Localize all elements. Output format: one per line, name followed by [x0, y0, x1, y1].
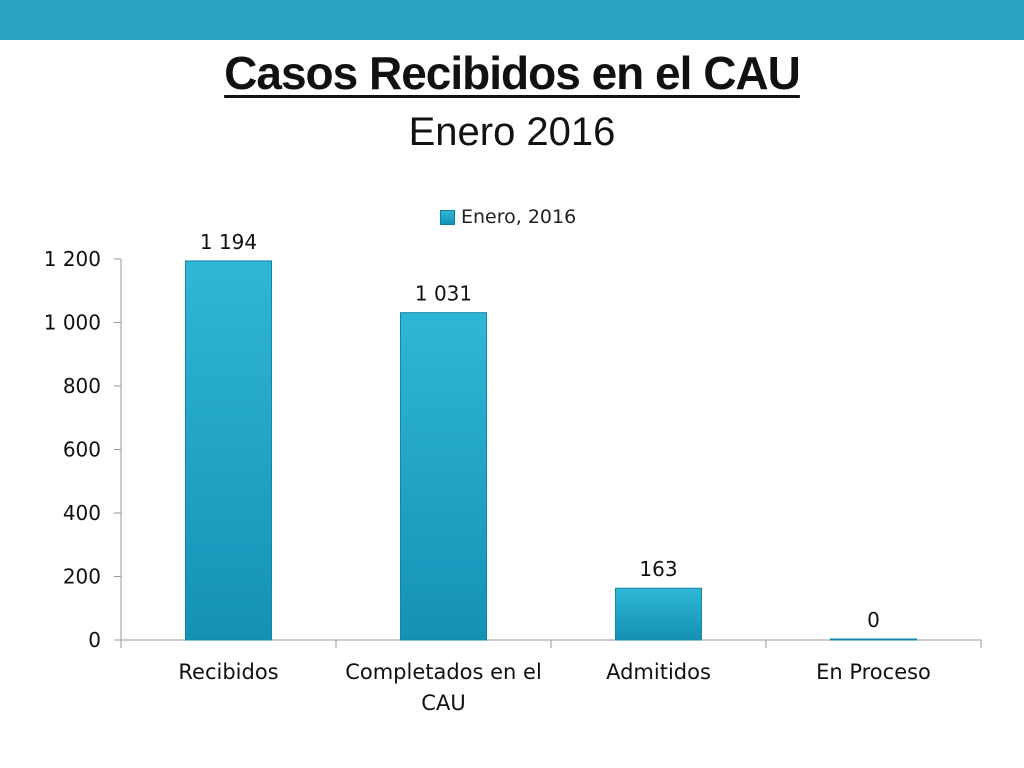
- y-tick-label: 600: [63, 438, 101, 462]
- y-tick-label: 1 200: [44, 247, 101, 271]
- category-label: En Proceso: [816, 660, 931, 684]
- category-label: Admitidos: [606, 660, 711, 684]
- category-label: CAU: [421, 691, 465, 715]
- category-label: Recibidos: [178, 660, 278, 684]
- slide-subtitle: Enero 2016: [408, 110, 616, 154]
- category-label: Completados en el: [345, 660, 542, 684]
- data-label: 1 194: [200, 230, 257, 254]
- data-label: 0: [867, 608, 880, 632]
- y-tick-label: 1 000: [44, 311, 101, 335]
- y-tick-label: 800: [63, 374, 101, 398]
- slide-title: Casos Recibidos en el CAU: [224, 47, 801, 99]
- bar: [185, 260, 272, 641]
- data-label: 1 031: [415, 282, 472, 306]
- bar: [615, 587, 702, 641]
- y-tick-label: 0: [88, 628, 101, 652]
- y-tick-label: 200: [63, 565, 101, 589]
- legend-swatch: [440, 209, 455, 225]
- bar: [830, 638, 917, 641]
- bar: [400, 312, 487, 641]
- legend-label: Enero, 2016: [461, 206, 577, 228]
- header-band: [0, 0, 1024, 40]
- data-label: 163: [639, 557, 677, 581]
- chart-legend: Enero, 2016: [440, 206, 576, 228]
- y-tick-label: 400: [63, 501, 101, 525]
